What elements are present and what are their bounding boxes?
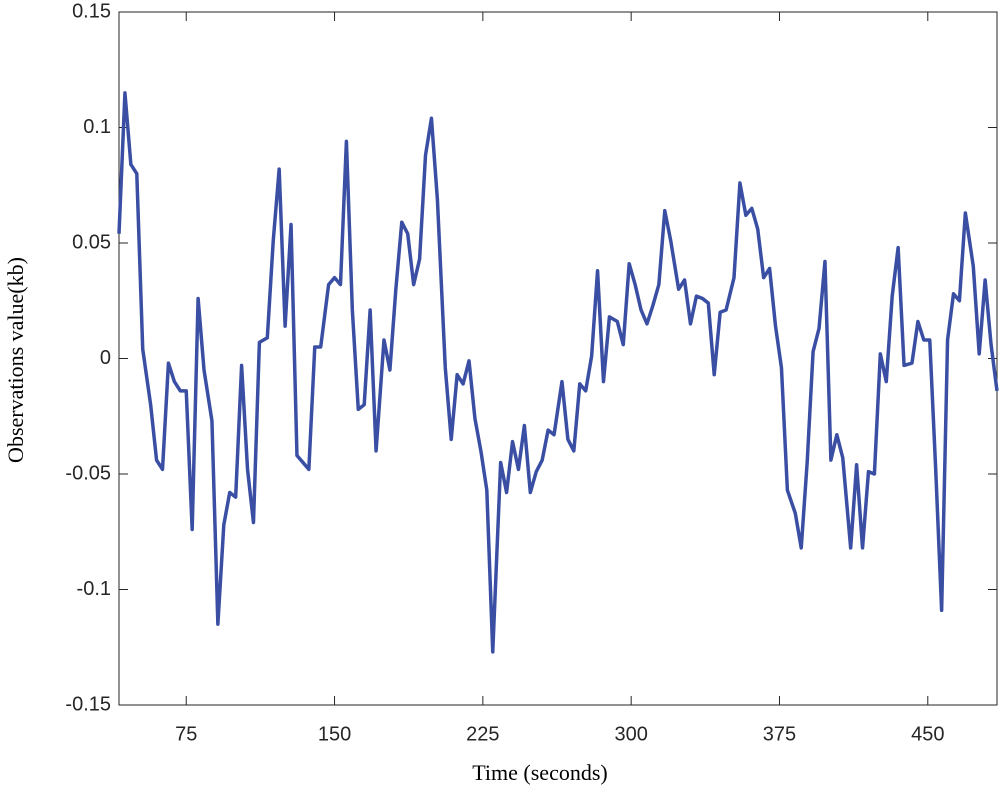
y-tick-label: 0.05 xyxy=(72,231,111,253)
y-tick-label: 0.15 xyxy=(72,0,111,22)
x-axis-label: Time (seconds) xyxy=(472,760,607,785)
x-tick-label: 225 xyxy=(466,723,499,745)
y-tick-label: -0.1 xyxy=(77,578,111,600)
y-tick-label: 0 xyxy=(100,347,111,369)
x-tick-label: 150 xyxy=(318,723,351,745)
data-line xyxy=(117,91,999,654)
y-tick-label: -0.15 xyxy=(65,693,111,715)
plot-frame xyxy=(118,11,998,706)
y-axis-label: Observations value(kb) xyxy=(3,257,28,463)
x-tick-label: 375 xyxy=(763,723,796,745)
y-tick-label: -0.05 xyxy=(65,462,111,484)
x-tick-label: 450 xyxy=(911,723,944,745)
x-tick-label: 75 xyxy=(175,723,197,745)
x-tick-label: 300 xyxy=(614,723,647,745)
y-tick-label: 0.1 xyxy=(83,116,111,138)
